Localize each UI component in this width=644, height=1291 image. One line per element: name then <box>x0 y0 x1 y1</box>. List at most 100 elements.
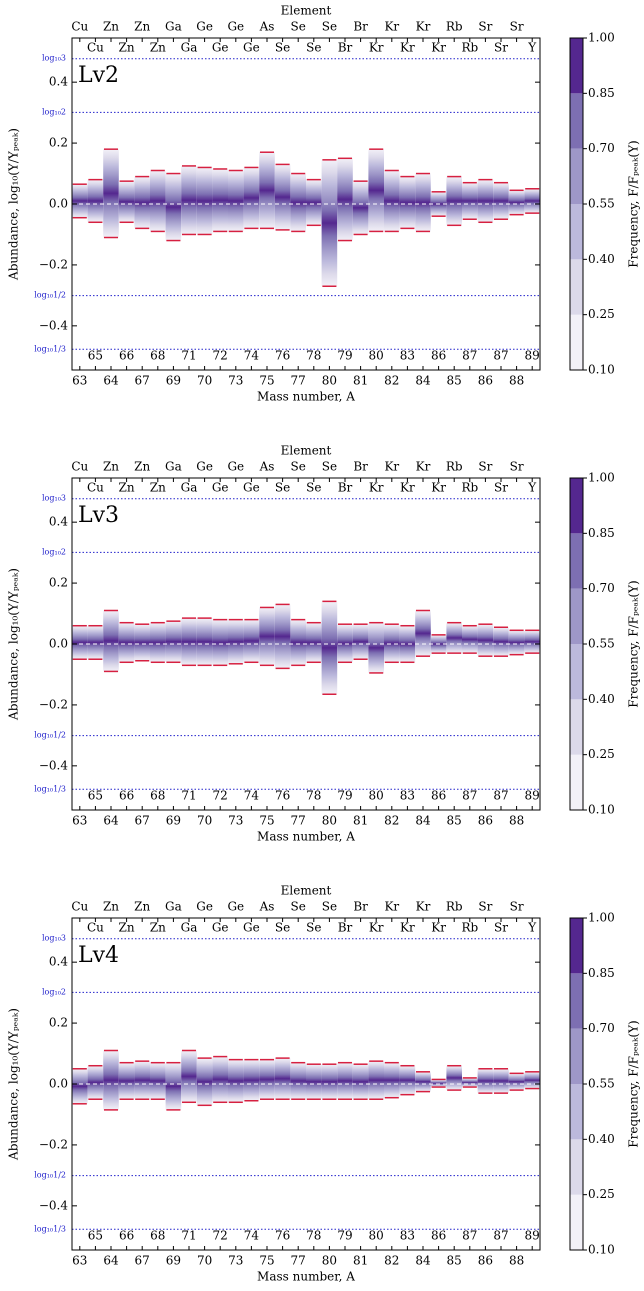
mass-label: 82 <box>384 814 399 828</box>
element-label: Y <box>527 921 537 935</box>
element-label: Se <box>275 921 290 935</box>
frequency-band <box>462 625 478 654</box>
mass-label: 80 <box>369 349 384 363</box>
mass-label: 66 <box>119 789 134 803</box>
mass-label: 86 <box>478 374 493 388</box>
element-label: As <box>259 900 275 914</box>
element-label: Rb <box>461 41 478 55</box>
mass-label: 84 <box>415 374 431 388</box>
panel-label: Lv3 <box>78 503 119 528</box>
mass-label: 84 <box>415 814 431 828</box>
mass-label: 67 <box>135 814 150 828</box>
frequency-band <box>524 188 540 214</box>
element-label: Ga <box>181 481 198 495</box>
frequency-band <box>259 607 275 666</box>
element-label: Sr <box>494 921 508 935</box>
frequency-band <box>243 1059 260 1101</box>
colorbar-tick-label: 0.85 <box>588 966 615 980</box>
mass-label: 87 <box>493 1229 508 1243</box>
element-label: Kr <box>416 20 431 34</box>
reference-label: log₁₀3 <box>42 494 66 503</box>
element-label: Se <box>291 900 306 914</box>
element-label: Zn <box>134 460 150 474</box>
frequency-band <box>493 182 509 220</box>
element-label: Zn <box>134 900 150 914</box>
mass-label: 87 <box>462 1229 477 1243</box>
frequency-band <box>118 622 135 663</box>
frequency-band <box>212 619 228 666</box>
frequency-band <box>87 1065 104 1100</box>
mass-label: 83 <box>400 789 415 803</box>
frequency-band <box>228 1059 244 1103</box>
frequency-band <box>337 1062 353 1100</box>
element-label: Br <box>353 460 368 474</box>
element-label: Ga <box>165 460 182 474</box>
colorbar-tick-label: 0.25 <box>588 747 615 761</box>
frequency-band <box>181 618 197 666</box>
frequency-band <box>274 604 291 669</box>
mass-label: 88 <box>509 1254 524 1268</box>
frequency-band <box>150 170 166 232</box>
frequency-band <box>212 168 228 232</box>
colorbar-tick-label: 1.00 <box>588 31 615 45</box>
colorbar-tick-label: 0.10 <box>588 803 615 817</box>
frequency-band <box>368 149 384 232</box>
frequency-band <box>524 630 540 654</box>
element-label: As <box>259 20 275 34</box>
colorbar-segment <box>570 148 583 204</box>
mass-label: 64 <box>103 374 119 388</box>
frequency-band <box>524 1071 540 1089</box>
element-label: Y <box>527 481 537 495</box>
y-tick-label: 0.2 <box>49 136 68 150</box>
element-label: Sr <box>478 900 492 914</box>
frequency-band <box>196 167 213 235</box>
element-label: Zn <box>103 20 119 34</box>
mass-label: 75 <box>259 814 274 828</box>
mass-label: 77 <box>291 814 306 828</box>
element-label: Cu <box>71 900 88 914</box>
element-label: Sr <box>510 900 524 914</box>
mass-label: 81 <box>353 814 368 828</box>
frequency-band <box>415 173 431 232</box>
element-label: Rb <box>461 481 478 495</box>
colorbar-segment <box>570 1194 583 1250</box>
mass-label: 74 <box>244 349 260 363</box>
mass-label: 80 <box>322 374 337 388</box>
frequency-band <box>368 622 384 673</box>
mass-label: 79 <box>337 349 352 363</box>
element-label: Zn <box>103 900 119 914</box>
frequency-band <box>384 170 400 232</box>
mass-label: 81 <box>353 374 368 388</box>
colorbar-title: Frequency, F/Fₚₑₐₖ(Y) <box>627 140 641 267</box>
colorbar-segment <box>570 1028 583 1084</box>
element-label: Kr <box>416 460 431 474</box>
mass-label: 80 <box>369 789 384 803</box>
frequency-band <box>352 1064 369 1100</box>
element-label: Cu <box>87 481 104 495</box>
element-label: Se <box>306 921 321 935</box>
element-label: Rb <box>446 460 463 474</box>
y-tick-label: −0.4 <box>39 1198 69 1212</box>
reference-label: log₁₀2 <box>42 987 66 996</box>
reference-label: log₁₀1/2 <box>34 1171 66 1180</box>
y-axis-title: Abundance, log₁₀(Y/Yₚₑₐₖ) <box>7 128 21 281</box>
frequency-band <box>321 159 338 287</box>
element-label: Sr <box>510 460 524 474</box>
mass-label: 64 <box>103 1254 119 1268</box>
element-label: Ge <box>227 460 244 474</box>
mass-label: 65 <box>88 349 103 363</box>
colorbar-tick-label: 0.70 <box>588 581 615 595</box>
element-label: Se <box>322 20 337 34</box>
colorbar-title: Frequency, F/Fₚₑₐₖ(Y) <box>627 1020 641 1147</box>
mass-label: 69 <box>166 814 181 828</box>
frequency-band <box>72 184 88 218</box>
frequency-band <box>259 1059 275 1100</box>
mass-label: 82 <box>384 374 399 388</box>
element-label: Se <box>291 460 306 474</box>
element-label: Kr <box>369 481 384 495</box>
mass-label: 85 <box>447 1254 462 1268</box>
frequency-band <box>446 1065 462 1091</box>
frequency-band <box>134 176 150 229</box>
element-label: Ge <box>243 921 260 935</box>
frequency-band <box>196 1058 213 1106</box>
